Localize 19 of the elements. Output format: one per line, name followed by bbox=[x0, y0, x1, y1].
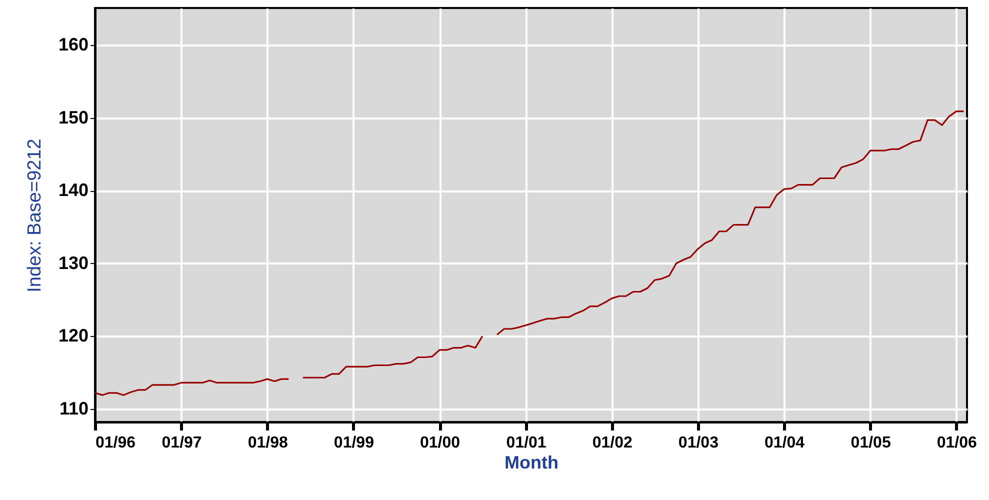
y-tick-label: 160 bbox=[58, 34, 88, 55]
x-tick-label: 01/02 bbox=[592, 434, 632, 452]
y-tick-label: 140 bbox=[58, 180, 88, 200]
y-axis-title: Index: Base=9212 bbox=[24, 138, 46, 292]
x-tick-label: 01/06 bbox=[936, 434, 978, 452]
x-tick-label: 01/01 bbox=[506, 434, 546, 452]
x-tick-label: 01/00 bbox=[420, 434, 460, 452]
x-tick-label: 01/03 bbox=[678, 434, 719, 452]
y-tick-label: 150 bbox=[58, 107, 88, 128]
y-tick-label: 110 bbox=[59, 398, 88, 418]
x-axis-title: Month bbox=[504, 452, 558, 472]
x-tick-label: 01/97 bbox=[162, 434, 202, 452]
x-tick-label: 01/96 bbox=[96, 434, 136, 452]
x-tick-label: 01/98 bbox=[248, 434, 288, 452]
x-tick-label: 01/04 bbox=[764, 434, 805, 452]
y-tick-label: 120 bbox=[58, 326, 88, 346]
y-tick-label: 130 bbox=[58, 252, 88, 273]
x-tick-label: 01/99 bbox=[334, 434, 374, 452]
x-tick-label: 01/05 bbox=[850, 434, 891, 452]
